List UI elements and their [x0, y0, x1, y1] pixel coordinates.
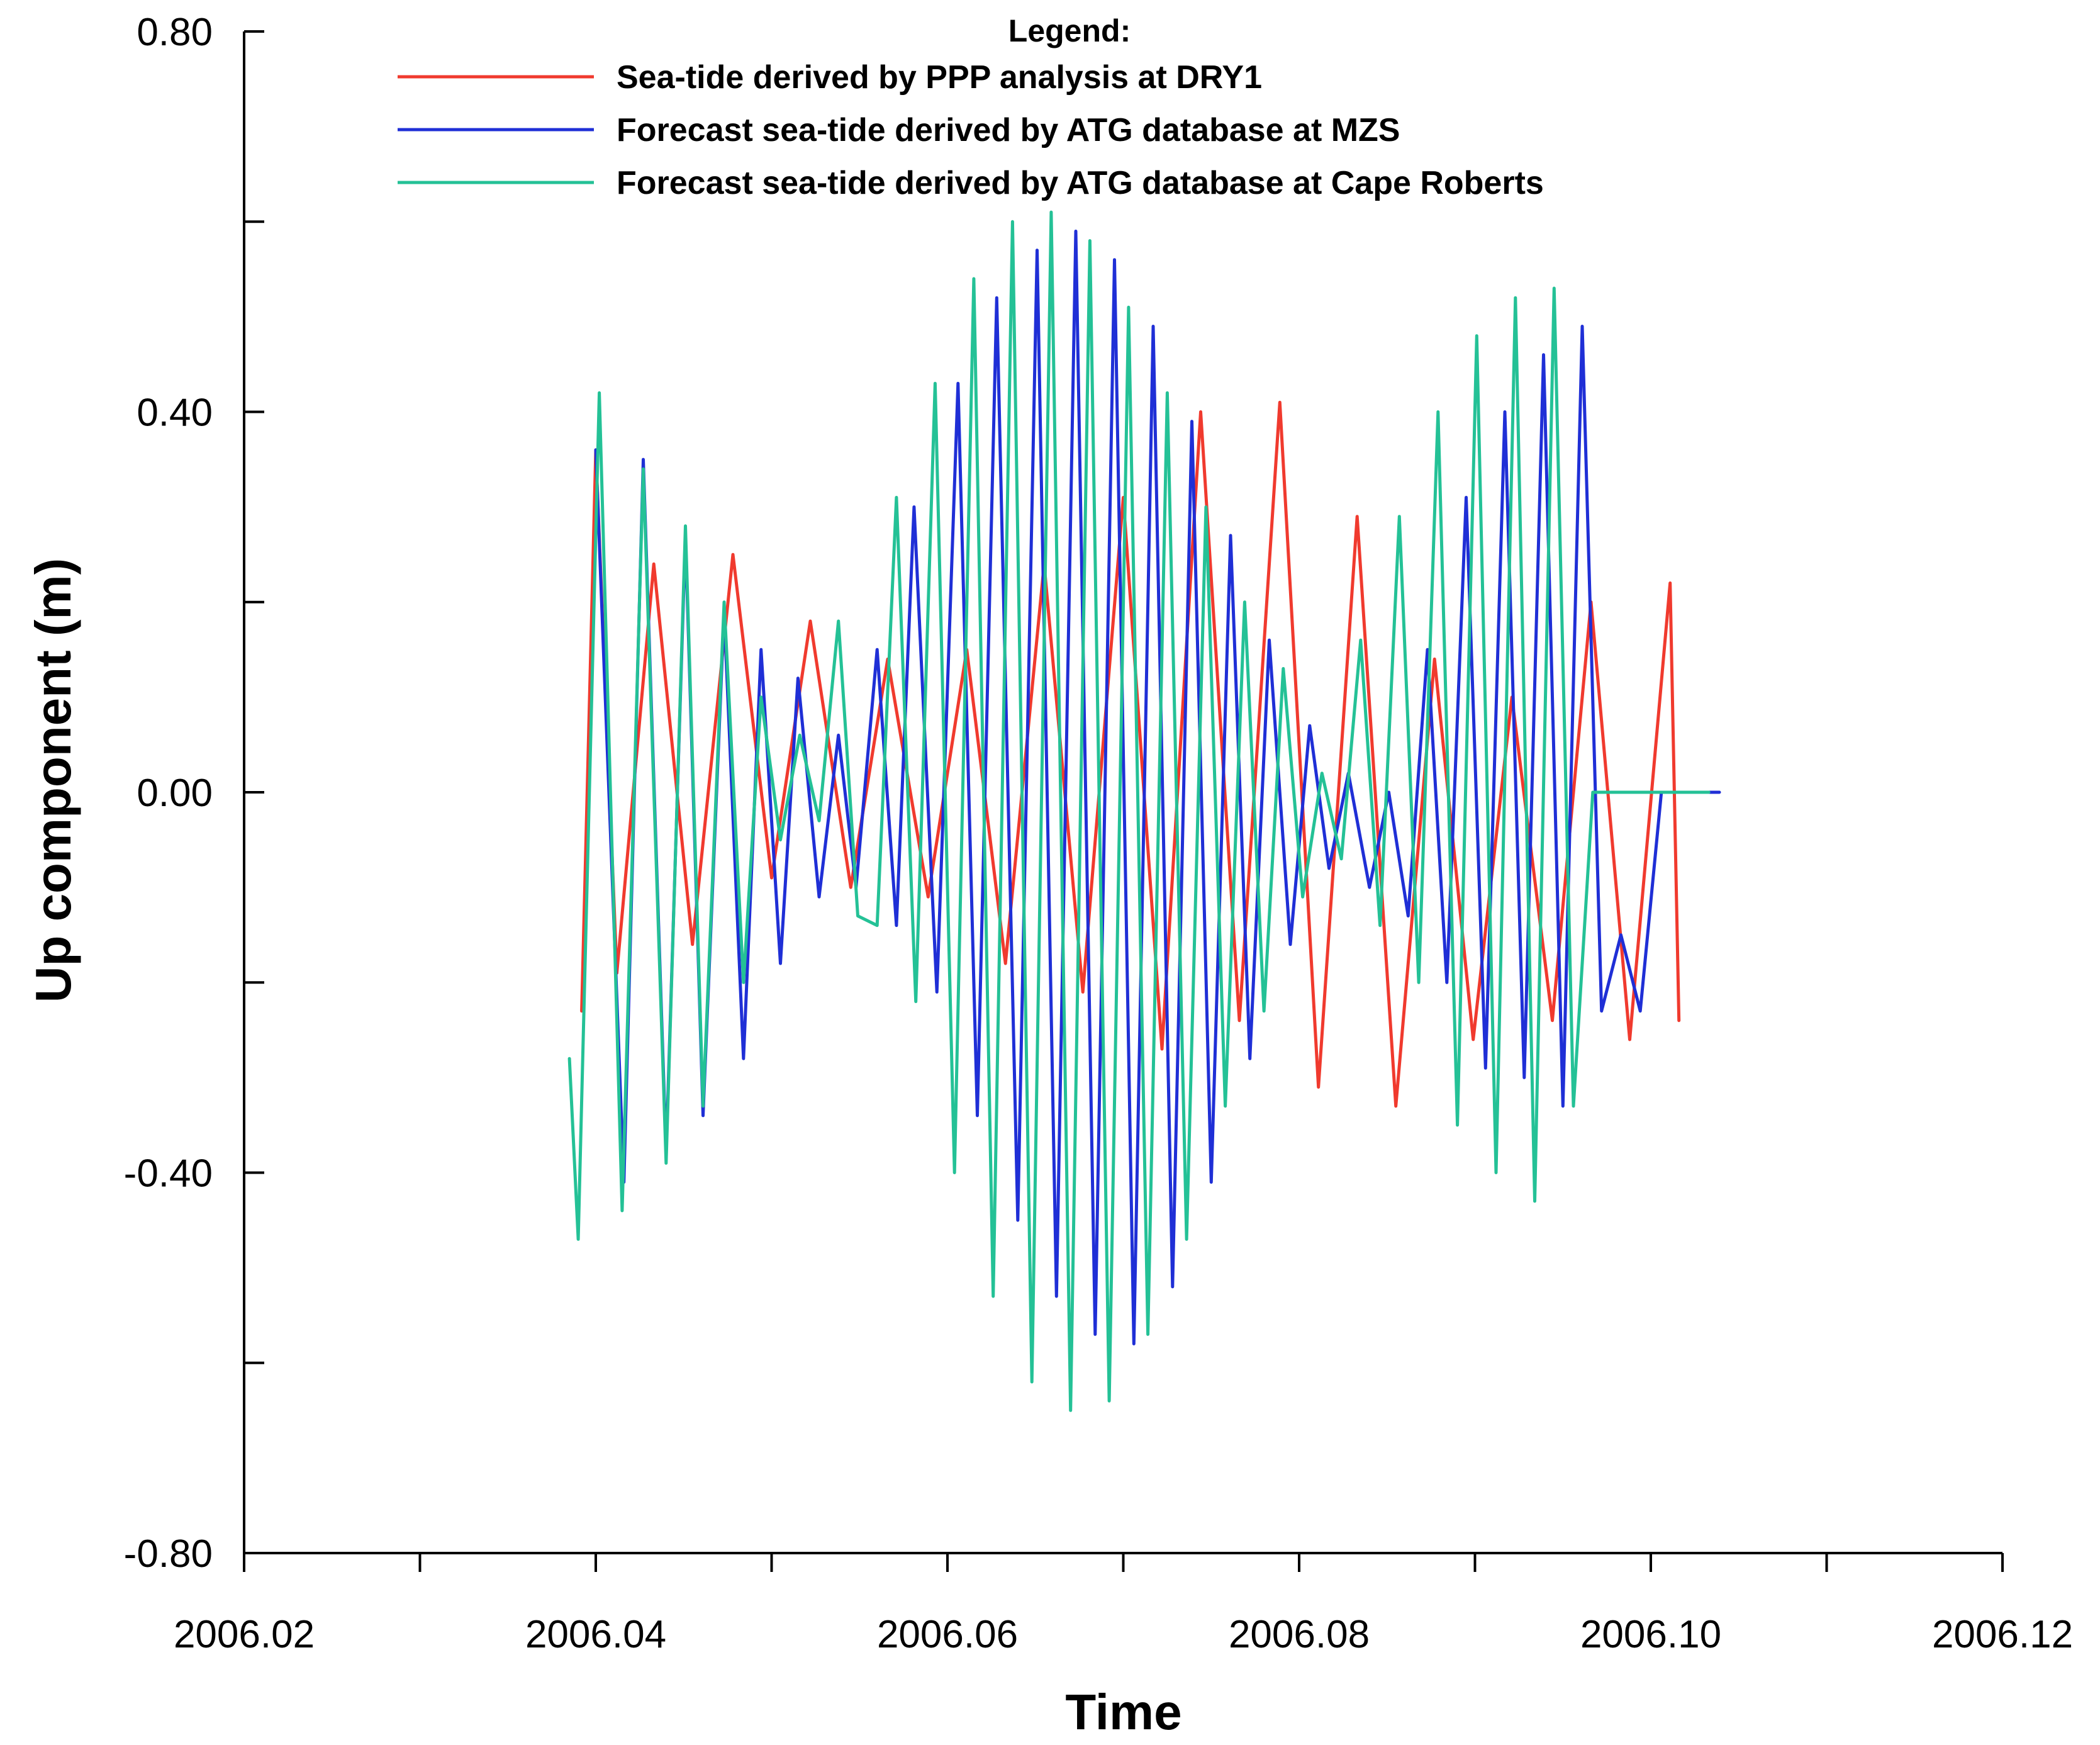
y-tick-label: 0.00 — [137, 772, 213, 815]
legend: Legend: Sea-tide derived by PPP analysis… — [398, 13, 1544, 201]
x-tick-label: 2006.12 — [1932, 1613, 2073, 1656]
series-line-2 — [594, 229, 1721, 1345]
legend-title: Legend: — [1008, 13, 1131, 48]
x-tick-label: 2006.10 — [1580, 1613, 1721, 1656]
x-axis-title: Time — [1065, 1684, 1181, 1740]
y-tick-label: -0.40 — [124, 1152, 213, 1196]
legend-label-3: Forecast sea-tide derived by ATG databas… — [617, 165, 1544, 201]
series-layer — [567, 210, 1721, 1412]
x-tick-label: 2006.08 — [1229, 1613, 1370, 1656]
y-tick-label: -0.80 — [124, 1532, 213, 1576]
x-tick-label: 2006.06 — [877, 1613, 1018, 1656]
legend-label-2: Forecast sea-tide derived by ATG databas… — [617, 112, 1400, 149]
x-axis-ticks: 2006.02 2006.04 2006.06 2006.08 2006.10 2006.… — [174, 1553, 2073, 1656]
y-axis-title: Up component (m) — [25, 558, 81, 1003]
x-tick-label: 2006.04 — [525, 1613, 666, 1656]
y-tick-label: 0.40 — [137, 391, 213, 435]
legend-label-1: Sea-tide derived by PPP analysis at DRY1 — [617, 59, 1262, 96]
x-tick-label: 2006.02 — [174, 1613, 315, 1656]
y-tick-label: 0.80 — [137, 11, 213, 54]
y-axis-ticks: -0.80 -0.40 0.00 0.40 0.80 — [124, 11, 264, 1576]
series-line-3 — [567, 210, 1711, 1412]
